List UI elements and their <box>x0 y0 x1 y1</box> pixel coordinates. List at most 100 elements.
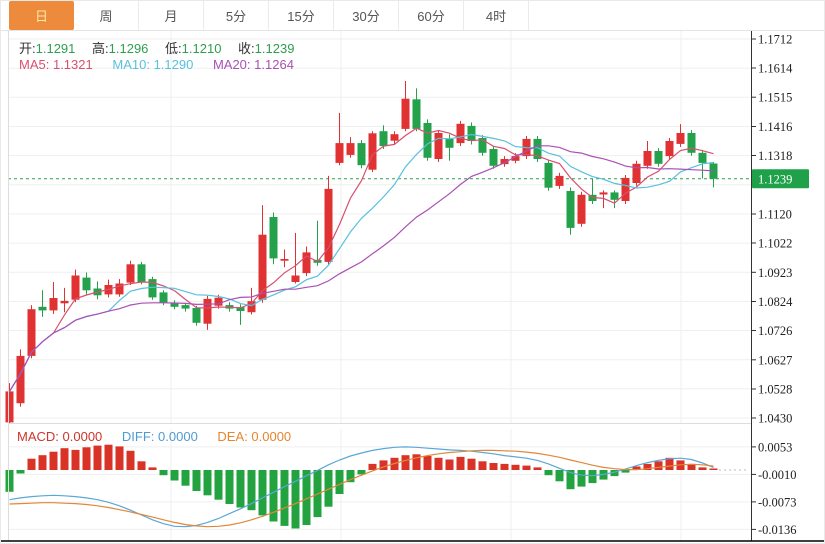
tab-week[interactable]: 周 <box>74 1 139 30</box>
macd-bar-down <box>577 470 586 487</box>
macd-axis-label: -0.0073 <box>758 495 797 509</box>
macd-bar-up <box>60 448 69 470</box>
candle-down <box>610 192 619 200</box>
macd-bar-up <box>126 450 135 470</box>
candle-down <box>137 264 146 282</box>
tab-4hour[interactable]: 4时 <box>464 1 529 30</box>
candle-down <box>467 125 476 141</box>
open-value: 1.1291 <box>35 41 76 56</box>
tab-60min[interactable]: 60分 <box>399 1 464 30</box>
candle-up <box>621 177 630 201</box>
candle-down <box>654 151 663 164</box>
candle-down <box>82 277 91 291</box>
candle-up <box>291 275 300 282</box>
macd-bar-up <box>632 466 641 470</box>
candle-up <box>247 301 256 313</box>
macd-bar-down <box>302 470 311 525</box>
current-price-tag-value: 1.1239 <box>758 172 792 186</box>
macd-bar-up <box>687 463 696 470</box>
candle-down <box>170 302 179 307</box>
candle-down <box>445 138 454 148</box>
ma5-legend: MA5: 1.1321 <box>19 57 93 72</box>
tab-5min[interactable]: 5分 <box>204 1 269 30</box>
candle-up <box>16 355 25 404</box>
candle-up <box>643 151 652 166</box>
high-label: 高: <box>92 41 109 56</box>
candle-up <box>665 141 674 157</box>
macd-bar-down <box>269 470 278 522</box>
macd-bar-down <box>214 470 223 500</box>
price-axis-label: 1.0627 <box>758 353 792 367</box>
macd-bar-down <box>324 470 333 507</box>
ma20-legend: MA20: 1.1264 <box>212 57 294 72</box>
candle-down <box>412 99 421 129</box>
macd-bar-down <box>621 470 630 473</box>
macd-bar-up <box>82 447 91 470</box>
price-axis-label: 1.1318 <box>758 149 792 163</box>
candle-up <box>599 192 608 195</box>
ma10-line <box>8 133 714 392</box>
tab-30min[interactable]: 30分 <box>334 1 399 30</box>
macd-bar-up <box>478 461 487 470</box>
candle-up <box>555 175 564 186</box>
tab-15min[interactable]: 15分 <box>269 1 334 30</box>
macd-bar-up <box>456 456 465 470</box>
macd-bar-up <box>654 461 663 470</box>
macd-axis-label: -0.0136 <box>758 523 797 537</box>
tab-month[interactable]: 月 <box>139 1 204 30</box>
macd-bar-down <box>181 470 190 486</box>
close-value: 1.1239 <box>254 41 295 56</box>
candle-down <box>192 308 201 323</box>
candlestick-chart-canvas[interactable]: 1.1712 1.1614 1.1515 1.1416 1.1318 1.1120 1.10… <box>1 31 825 544</box>
candle-down <box>159 292 168 303</box>
macd-bar-down <box>236 470 245 508</box>
candle-up <box>126 264 135 283</box>
macd-bar-up <box>38 455 47 470</box>
macd-bar-up <box>137 461 146 470</box>
high-value: 1.1296 <box>108 41 149 56</box>
candle-up <box>500 159 509 165</box>
candle-up <box>434 133 443 159</box>
candle-down <box>478 138 487 153</box>
candle-up <box>368 133 377 170</box>
candle-up <box>456 123 465 144</box>
macd-bar-up <box>115 446 124 470</box>
timeframe-tabbar: 日周月 5分 15分 30分 60分 4时 <box>1 1 824 31</box>
candle-down <box>379 131 388 146</box>
macd-bar-up <box>104 444 113 470</box>
candle-up <box>577 194 586 224</box>
macd-bar-up <box>148 467 157 470</box>
macd-bar-down <box>346 470 355 483</box>
price-axis-label: 1.0430 <box>758 412 792 426</box>
dea-line <box>9 449 714 528</box>
candle-up <box>258 234 267 300</box>
candle-up <box>335 143 344 163</box>
candle-up <box>115 283 124 295</box>
candle-down <box>533 138 542 159</box>
candle-down <box>357 143 366 166</box>
macd-bar-down <box>555 470 564 482</box>
macd-bar-up <box>93 445 102 470</box>
candle-up <box>60 300 69 304</box>
price-axis-label: 1.0528 <box>758 383 792 397</box>
diff-line <box>9 446 714 528</box>
candle-up <box>401 98 410 129</box>
macd-bar-up <box>467 458 476 470</box>
candle-up <box>302 252 311 274</box>
close-label: 收: <box>238 41 255 56</box>
ohlc-quote-line: 开:1.1291 高:1.1296 低:1.1210 收:1.1239 <box>19 38 307 57</box>
macd-axis-label: 0.0053 <box>758 440 792 454</box>
price-axis-label: 1.1120 <box>758 208 792 222</box>
candle-up <box>390 134 399 141</box>
macd-bar-up <box>379 460 388 470</box>
macd-bar-up <box>368 463 377 470</box>
tab-day[interactable]: 日 <box>9 1 74 30</box>
macd-bar-down <box>544 470 553 476</box>
macd-bar-down <box>258 470 267 516</box>
open-label: 开: <box>19 41 36 56</box>
macd-bar-up <box>412 454 421 470</box>
low-value: 1.1210 <box>181 41 222 56</box>
macd-bar-down <box>291 470 300 529</box>
macd-bar-up <box>643 463 652 470</box>
candle-up <box>27 309 36 356</box>
